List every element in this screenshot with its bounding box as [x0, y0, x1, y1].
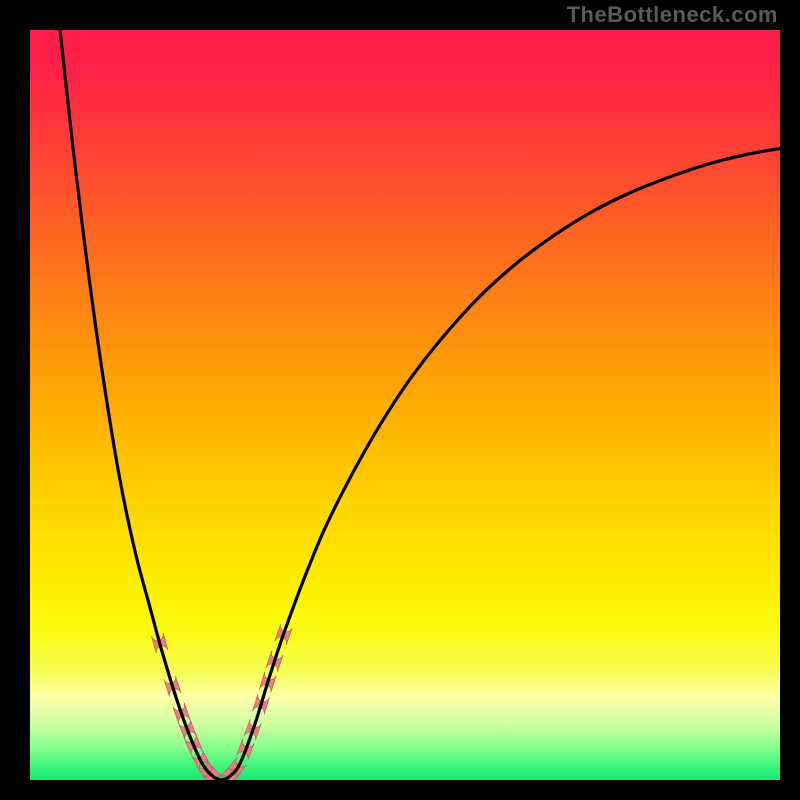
- bottleneck-chart: [30, 30, 780, 780]
- canvas-root: TheBottleneck.com: [0, 0, 800, 800]
- gradient-background: [30, 30, 780, 780]
- plot-area: [30, 30, 780, 780]
- watermark-text: TheBottleneck.com: [567, 2, 778, 28]
